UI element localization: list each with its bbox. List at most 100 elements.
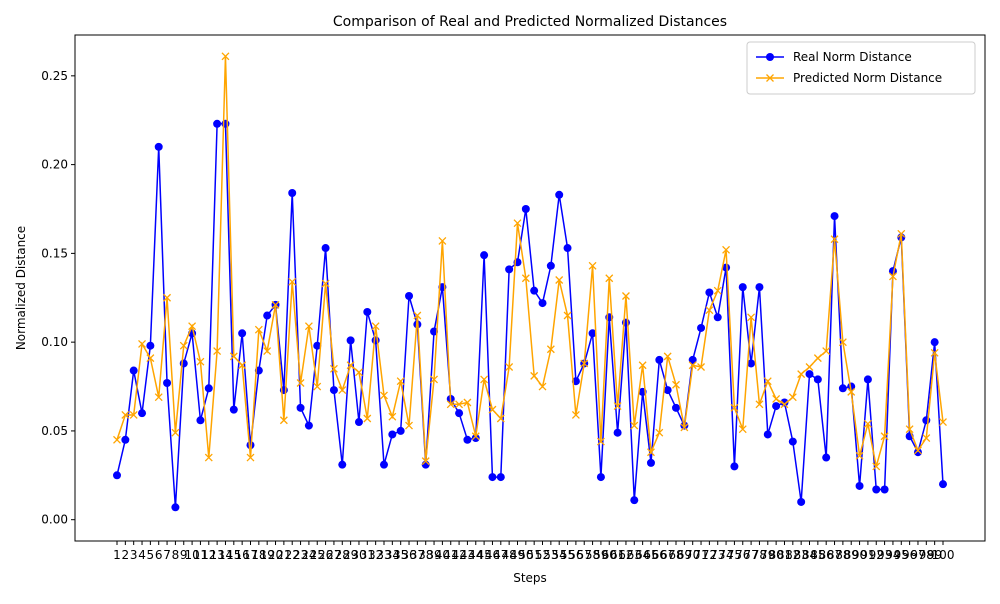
data-point [313,341,322,350]
data-point [830,212,839,221]
axes-frame [74,34,986,542]
x-tick-label: 89 [844,548,859,562]
legend-marker-2 [766,74,774,82]
data-point [288,189,297,198]
data-point [747,313,756,322]
y-tick-label: 0.05 [41,424,68,438]
data-point [204,453,213,462]
data-point [930,338,939,347]
data-point [413,311,422,320]
data-point [388,412,397,421]
x-tick-label: 8 [172,548,180,562]
x-tick-label: 69 [677,548,692,562]
x-tick-label: 42 [451,548,466,562]
x-tick-label: 35 [393,548,408,562]
data-point [596,437,605,446]
x-tick-label: 47 [493,548,508,562]
data-point [113,435,121,444]
data-point [880,432,889,441]
x-tick-label: 24 [301,548,316,562]
x-tick-label: 57 [577,548,592,562]
data-point [838,338,847,347]
data-point [730,462,739,471]
data-point [313,382,322,391]
data-point [730,403,739,412]
data-point [179,359,188,368]
x-tick-label: 65 [643,548,658,562]
data-point [939,418,947,427]
data-point [471,432,480,441]
data-point [505,363,514,371]
x-tick-label: 16 [235,548,250,562]
data-point [354,418,363,427]
data-point [380,391,388,400]
data-point [338,460,347,469]
data-point [379,460,388,469]
x-tick-label: 27 [326,548,341,562]
data-point [221,52,230,61]
data-point [930,348,939,357]
data-point [855,481,864,490]
data-point [680,423,689,432]
y-tick-label: 0.15 [41,246,68,260]
data-point [463,435,472,444]
x-tick-label: 77 [743,548,758,562]
x-tick-label: 6 [155,548,163,562]
x-tick-label: 14 [218,548,233,562]
data-point [254,325,263,334]
x-tick-label: 48 [502,548,517,562]
data-point [405,291,414,300]
x-tick-label: 76 [735,548,750,562]
x-tick-label: 99 [927,548,942,562]
data-point [546,261,555,270]
x-tick-label: 82 [785,548,800,562]
data-point [788,437,797,446]
data-point [346,336,355,345]
data-point [438,236,447,245]
data-point [880,485,889,494]
data-point [563,311,572,320]
x-tick-label: 88 [835,548,850,562]
data-point [588,261,597,270]
data-point [555,190,564,199]
data-point [238,361,247,370]
data-point [430,375,439,384]
data-point [204,384,213,393]
x-axis-label: Steps [513,571,547,585]
legend-box [746,41,976,95]
x-tick-label: 56 [568,548,583,562]
data-point [138,409,147,418]
data-point [805,363,814,371]
x-tick-label: 41 [443,548,458,562]
data-point [755,283,764,292]
y-axis-label: Normalized Distance [14,226,28,350]
data-point [571,410,580,419]
data-point [755,400,764,409]
data-point [146,354,155,363]
x-tick-label: 43 [460,548,475,562]
x-tick-label: 94 [885,548,900,562]
data-point [722,263,731,272]
data-point [496,473,505,482]
data-point [455,409,464,418]
x-tick-label: 21 [276,548,291,562]
data-point [646,458,655,467]
data-point [163,293,172,302]
data-point [238,329,247,338]
data-point [847,387,856,396]
x-tick-label: 51 [527,548,542,562]
x-tick-label: 96 [902,548,917,562]
data-point [688,361,697,370]
x-tick-label: 45 [476,548,491,562]
x-tick-label: 100 [932,548,955,562]
data-point [847,382,856,391]
data-point [613,428,622,437]
legend-marker-1 [766,53,774,61]
data-point [863,419,872,428]
data-point [138,339,146,348]
series-markers-1 [113,119,947,512]
data-point [630,496,639,505]
x-tick-label: 87 [827,548,842,562]
data-point [638,361,647,370]
